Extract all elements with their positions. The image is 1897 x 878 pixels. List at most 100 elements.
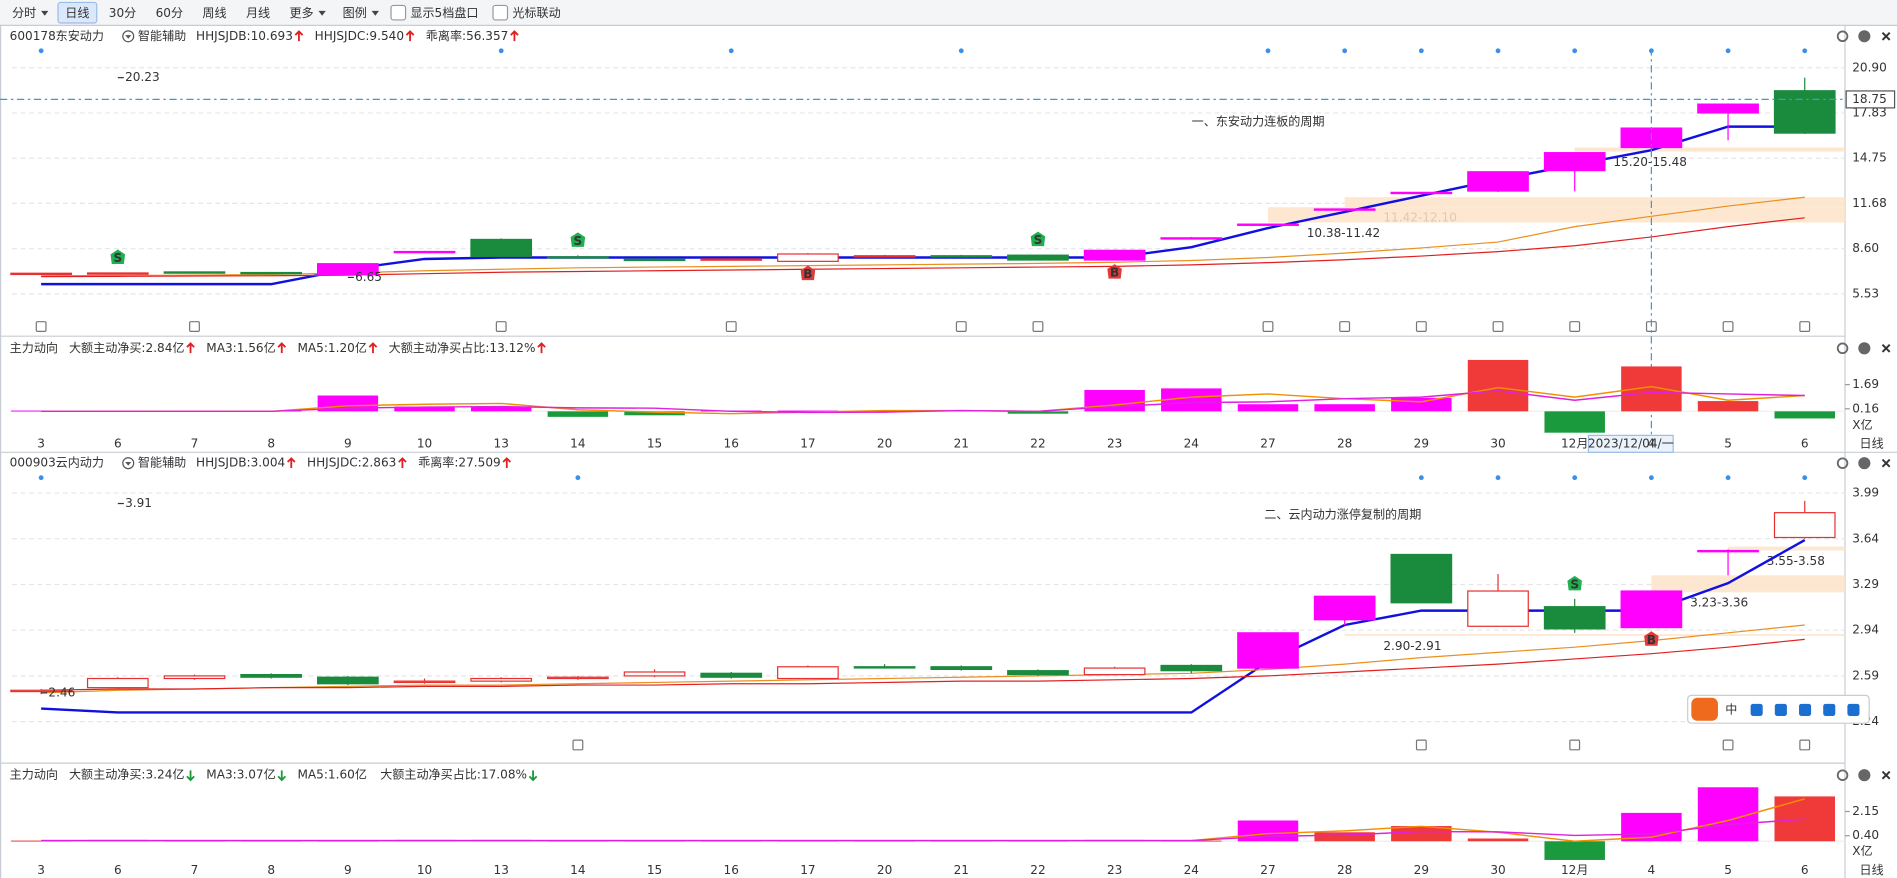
assist-label[interactable]: 智能辅助 xyxy=(138,28,186,43)
gap-band xyxy=(1267,207,1845,223)
settings-icon[interactable] xyxy=(1836,342,1849,355)
indicator: MA3:3.07亿 xyxy=(206,767,275,782)
expand-icon[interactable] xyxy=(1858,342,1871,355)
x-tick-label: 20 xyxy=(877,436,892,450)
candle-body xyxy=(240,673,303,678)
news-icon[interactable] xyxy=(1415,321,1427,332)
checkbox-label[interactable]: 显示5档盘口 xyxy=(410,5,478,20)
flow-bar xyxy=(1774,411,1835,419)
x-tick-label: 5 xyxy=(1724,863,1732,877)
ime-mode[interactable]: 中 xyxy=(1725,701,1737,716)
toolbar-button-label[interactable]: 月线 xyxy=(246,6,270,20)
close-icon[interactable] xyxy=(1881,770,1891,780)
event-dot[interactable] xyxy=(1572,475,1578,481)
news-icon[interactable] xyxy=(1799,321,1811,332)
event-dot[interactable] xyxy=(1495,48,1501,54)
news-icon[interactable] xyxy=(1415,739,1427,751)
news-icon[interactable] xyxy=(955,321,967,332)
news-icon[interactable] xyxy=(1799,739,1811,751)
close-icon[interactable] xyxy=(1881,458,1891,468)
y-tick-label: 8.60 xyxy=(1852,241,1879,255)
toolbar-button-label[interactable]: 更多 xyxy=(289,6,313,20)
candle-body xyxy=(316,263,379,276)
settings-icon[interactable] xyxy=(1836,457,1849,469)
event-dot[interactable] xyxy=(1418,48,1424,54)
gap-band xyxy=(1651,575,1845,593)
y-tick-label: 1.69 xyxy=(1852,377,1879,391)
toolbar-button[interactable] xyxy=(57,1,98,24)
candle-body xyxy=(547,676,609,680)
assist-toggle[interactable] xyxy=(122,30,135,43)
trend-up xyxy=(286,457,296,469)
ime-icon[interactable] xyxy=(1774,703,1787,716)
event-dot[interactable] xyxy=(1342,48,1348,54)
trend-up xyxy=(294,30,304,42)
candle-body xyxy=(1313,595,1376,621)
close-icon[interactable] xyxy=(1881,31,1891,41)
expand-icon[interactable] xyxy=(1858,30,1871,43)
toolbar-button-label[interactable]: 图例 xyxy=(343,6,367,20)
toolbar-button-label[interactable]: 60分 xyxy=(156,6,183,20)
news-icon[interactable] xyxy=(1722,321,1734,332)
event-dot[interactable] xyxy=(1265,48,1271,54)
candle-body xyxy=(1160,237,1223,240)
ime-icon[interactable] xyxy=(1847,703,1860,716)
news-icon[interactable] xyxy=(1492,321,1504,332)
gap-band-label: 10.38-11.42 xyxy=(1307,226,1381,240)
event-dot[interactable] xyxy=(958,48,964,54)
event-dot[interactable] xyxy=(1725,475,1731,481)
event-dot[interactable] xyxy=(498,48,504,54)
candle-body xyxy=(316,676,379,685)
indicator: 大额主动净买占比:17.08% xyxy=(380,767,527,782)
x-tick-label: 29 xyxy=(1414,863,1429,877)
toolbar-button-label[interactable]: 周线 xyxy=(202,6,226,20)
checkbox[interactable] xyxy=(492,4,509,21)
expand-icon[interactable] xyxy=(1858,457,1871,470)
news-icon[interactable] xyxy=(725,321,737,332)
news-icon[interactable] xyxy=(1569,321,1581,332)
assist-label[interactable]: 智能辅助 xyxy=(138,455,186,470)
event-dot[interactable] xyxy=(38,475,44,481)
candle-body xyxy=(1007,254,1069,261)
news-icon[interactable] xyxy=(495,321,507,332)
news-icon[interactable] xyxy=(1339,321,1351,332)
y-tick-label: 3.99 xyxy=(1852,486,1879,500)
event-dot[interactable] xyxy=(1802,475,1808,481)
ime-icon[interactable] xyxy=(1799,703,1812,716)
checkbox-label[interactable]: 光标联动 xyxy=(512,6,560,20)
event-dot[interactable] xyxy=(1495,475,1501,481)
toolbar-button-label[interactable]: 日线 xyxy=(65,6,89,20)
news-icon[interactable] xyxy=(572,739,584,751)
news-icon[interactable] xyxy=(35,321,47,332)
event-dot[interactable] xyxy=(1572,48,1578,54)
event-dot[interactable] xyxy=(1802,48,1808,54)
flow-bar xyxy=(547,411,609,417)
news-icon[interactable] xyxy=(1032,321,1044,332)
assist-toggle[interactable] xyxy=(122,457,135,470)
news-icon[interactable] xyxy=(1722,739,1734,751)
settings-icon[interactable] xyxy=(1836,769,1849,781)
candle-body xyxy=(930,255,993,258)
ime-icon[interactable] xyxy=(1823,703,1836,716)
event-dot[interactable] xyxy=(575,475,581,481)
event-dot[interactable] xyxy=(1725,48,1731,54)
checkbox[interactable] xyxy=(390,4,407,21)
event-dot[interactable] xyxy=(1648,475,1654,481)
expand-icon[interactable] xyxy=(1858,769,1871,782)
x-tick-label: 4 xyxy=(1648,863,1656,877)
news-icon[interactable] xyxy=(1262,321,1274,332)
event-dot[interactable] xyxy=(728,48,734,54)
event-dot[interactable] xyxy=(1418,475,1424,481)
toolbar-button-label[interactable]: 分时 xyxy=(12,6,36,20)
news-icon[interactable] xyxy=(1569,739,1581,751)
close-icon[interactable] xyxy=(1881,343,1891,353)
flow-bar xyxy=(1697,401,1759,412)
candle-body xyxy=(700,672,763,678)
settings-icon[interactable] xyxy=(1836,30,1849,43)
ime-logo[interactable] xyxy=(1691,697,1718,721)
toolbar-button-label[interactable]: 30分 xyxy=(109,6,136,20)
event-dot[interactable] xyxy=(38,48,44,54)
ime-icon[interactable] xyxy=(1750,703,1763,716)
ma-line xyxy=(41,390,1805,414)
news-icon[interactable] xyxy=(189,321,200,332)
